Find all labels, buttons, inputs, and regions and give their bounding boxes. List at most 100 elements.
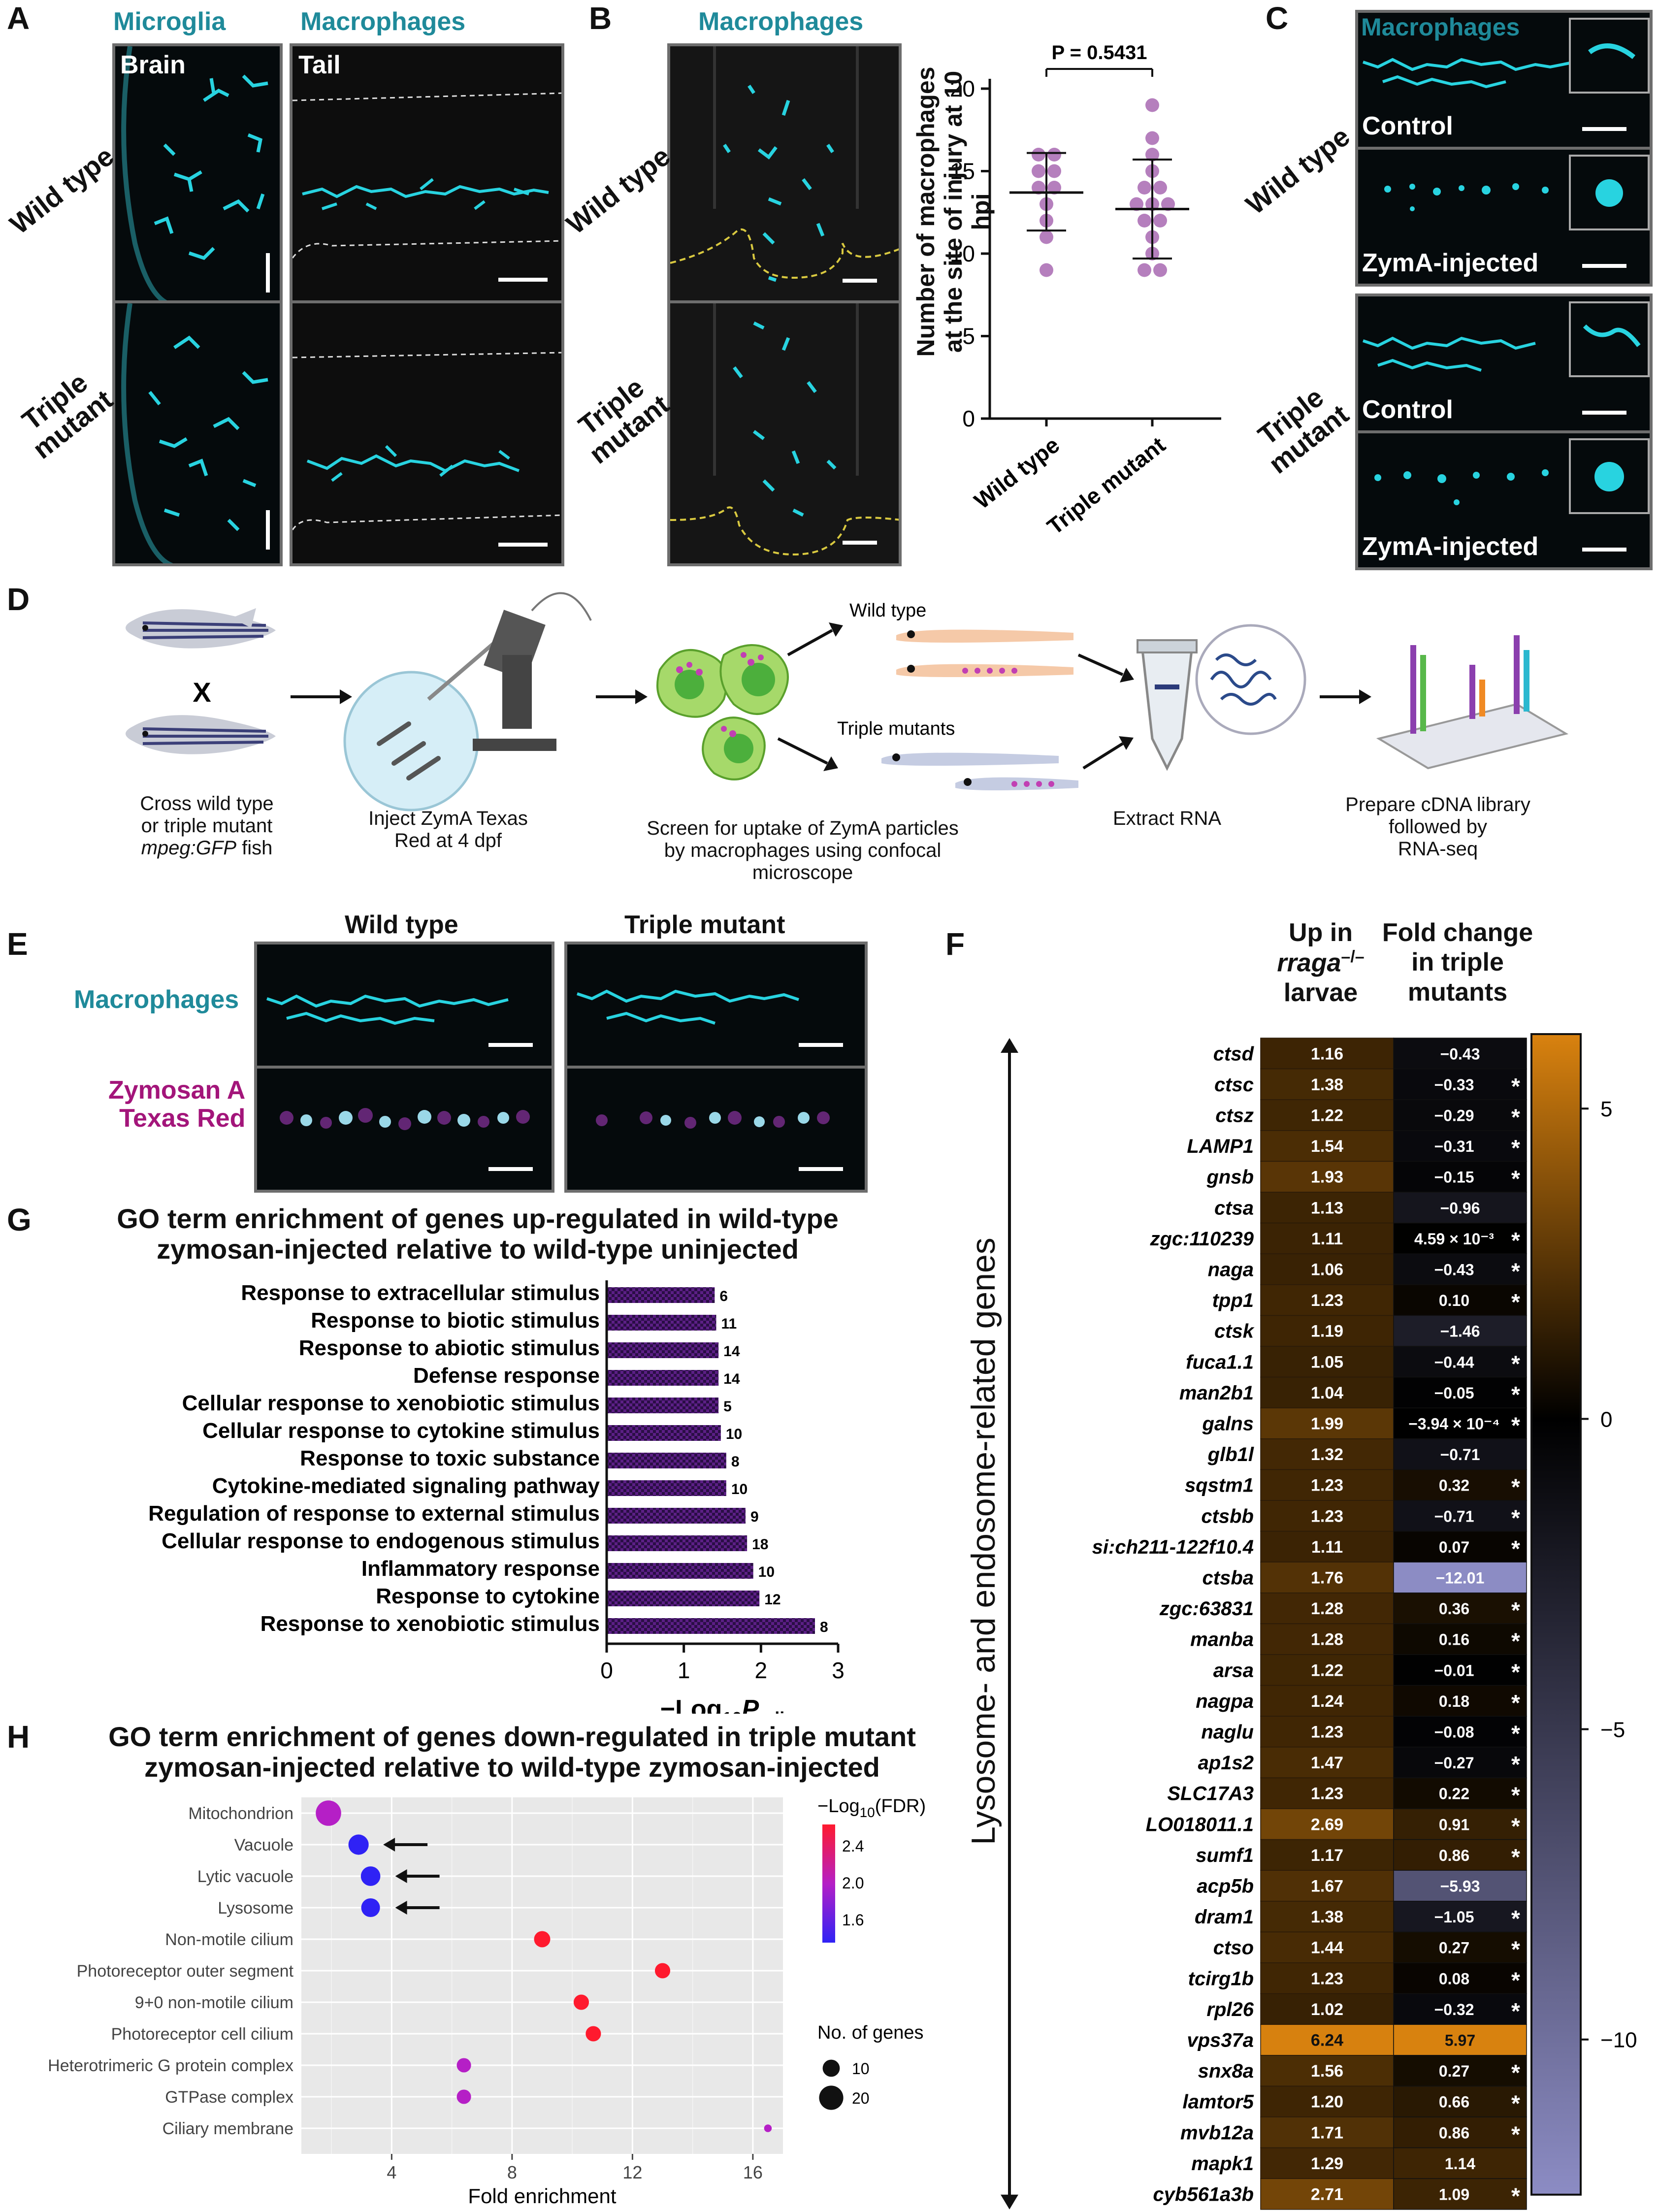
sequencing-chip-icon	[1376, 635, 1569, 770]
significance-star: *	[1511, 1659, 1520, 1685]
step1-caption: Cross wild type or triple mutant mpeg:GF…	[103, 793, 310, 859]
heatmap-cell-fc-label: 0.08	[1439, 1970, 1469, 1987]
heatmap-cell-fc-label: −0.44	[1434, 1353, 1474, 1371]
caption-line: Extract RNA	[1112, 808, 1222, 829]
bar-data-label: 11	[721, 1316, 737, 1332]
heatmap-gene-label: ctsa	[1214, 1197, 1254, 1219]
bar-category-label: Response to toxic substance	[300, 1446, 600, 1470]
heatmap-cell-fc-label: 0.27	[1439, 2062, 1469, 2080]
bar	[607, 1563, 753, 1579]
heatmap-cell-up	[1260, 1438, 1394, 1470]
bar-category-label: Defense response	[413, 1364, 600, 1388]
panel-b-row-tm: Triple mutant	[566, 367, 675, 469]
heatmap-gene-label: mapk1	[1191, 2153, 1254, 2175]
scale-bar	[266, 253, 270, 293]
heatmap-cell-fc-label: 1.14	[1445, 2155, 1475, 2173]
heatmap-cell-fc-label: 0.22	[1439, 1785, 1469, 1803]
y-category-label: GTPase complex	[165, 2088, 293, 2107]
data-point	[1153, 214, 1167, 228]
label-zyma-injected: ZymA-injected	[1362, 249, 1539, 277]
heatmap-cell-fc-label: 0.32	[1439, 1477, 1469, 1495]
x-axis-label: −Log10Padj	[660, 1695, 784, 1714]
heatmap-cell-up	[1260, 1376, 1394, 1408]
heatmap-cell-fc	[1393, 1685, 1527, 1717]
panel-g-title: GO term enrichment of genes up-regulated…	[49, 1204, 906, 1264]
data-point	[348, 1834, 369, 1855]
macrophage-cells	[1374, 438, 1650, 514]
heatmap-gene-label: tpp1	[1212, 1290, 1254, 1311]
panel-a-row-tm: Triple mutant	[10, 362, 118, 464]
heatmap-cell-up-label: 1.19	[1311, 1322, 1343, 1341]
caption-line: Cross wild type	[140, 793, 274, 814]
header-line: larvae	[1283, 978, 1358, 1007]
heatmap-cell-up-label: 1.24	[1311, 1692, 1343, 1711]
heatmap-cell-up-label: 1.23	[1311, 1476, 1343, 1495]
heatmap-cell-up	[1260, 1161, 1394, 1193]
heatmap-gene-label: nagpa	[1196, 1691, 1254, 1712]
heatmap-cell-fc	[1393, 1747, 1527, 1779]
heatmap-cell-up-label: 1.56	[1311, 2062, 1343, 2081]
larvae-mutant-icon	[881, 752, 1078, 790]
colorbar-tick-label: 0	[1600, 1407, 1612, 1431]
bar-data-label: 5	[723, 1399, 732, 1415]
x-tick-label: 12	[622, 2162, 642, 2182]
heatmap-gene-label: dram1	[1195, 1906, 1254, 1928]
panel-e-wt-macrophages	[254, 942, 554, 1069]
data-point	[1138, 263, 1151, 277]
significance-star: *	[1511, 1351, 1520, 1376]
bar-data-label: 9	[750, 1509, 759, 1525]
heatmap-gene-label: tcirg1b	[1188, 1968, 1254, 1989]
heatmap-gene-label: gnsb	[1206, 1167, 1254, 1188]
heatmap-cell-up-label: 1.23	[1311, 1723, 1343, 1742]
heatmap-cell-up-label: 1.99	[1311, 1415, 1343, 1433]
colorbar-tick-label: −10	[1600, 2028, 1637, 2052]
bar-category-label: Cytokine-mediated signaling pathway	[212, 1474, 600, 1498]
data-point	[1047, 181, 1061, 195]
scale-bar	[1582, 411, 1626, 415]
data-point	[1145, 148, 1159, 162]
heatmap-cell-fc-label: 0.86	[1439, 1847, 1469, 1864]
colorbar	[1530, 1033, 1582, 2196]
heatmap-cell-up	[1260, 1654, 1394, 1686]
y-tick-label: 5	[962, 324, 975, 349]
heatmap-cell-up-label: 1.23	[1311, 1291, 1343, 1310]
data-point	[360, 1866, 381, 1886]
panel-c-tm-zyma: ZymA-injected	[1355, 430, 1653, 570]
zymosan-particles	[596, 1111, 830, 1129]
heatmap-cell-fc-label: −3.94 × 10⁻⁴	[1408, 1415, 1500, 1433]
bar	[607, 1618, 815, 1634]
heatmap-cell-up-label: 1.28	[1311, 1630, 1343, 1649]
significance-star: *	[1511, 1752, 1520, 1777]
data-point	[1032, 164, 1045, 178]
heatmap-cell-fc	[1393, 2085, 1527, 2117]
significance-star: *	[1511, 1413, 1520, 1438]
bar-category-label: Response to biotic stimulus	[311, 1308, 600, 1333]
heatmap-gene-label: naga	[1208, 1259, 1254, 1281]
heatmap-cell-up	[1260, 1253, 1394, 1285]
tag-tail: Tail	[298, 51, 341, 79]
heatmap-cell-fc-label: −0.01	[1434, 1661, 1474, 1679]
data-point	[456, 2058, 471, 2073]
fin-injury-cells	[670, 46, 899, 282]
heatmap-cell-up-label: 1.04	[1311, 1384, 1343, 1402]
bar-data-label: 18	[752, 1536, 768, 1553]
heatmap-cell-up-label: 1.23	[1311, 1507, 1343, 1526]
arrow-icon	[291, 689, 352, 704]
bar	[607, 1398, 719, 1413]
heatmap-cell-up-label: 1.44	[1311, 1939, 1343, 1957]
y-tick-label: 20	[950, 76, 975, 101]
heatmap-cell-up-label: 1.76	[1311, 1569, 1343, 1588]
legend-color-tick: 1.6	[842, 1911, 864, 1929]
title-line: GO term enrichment of genes down-regulat…	[108, 1721, 916, 1752]
significance-star: *	[1511, 1505, 1520, 1530]
macrophage-cells	[577, 989, 799, 1025]
macrophage-cells	[1384, 155, 1650, 230]
x-label-psub: adj	[759, 1708, 784, 1714]
heatmap-cell-up-label: 1.54	[1311, 1137, 1343, 1156]
legend-color-bar	[822, 1824, 835, 1943]
x-tick-label: 3	[832, 1658, 845, 1683]
heatmap-cell-fc	[1393, 1623, 1527, 1655]
bar-data-label: 14	[723, 1371, 740, 1387]
heatmap-cell-fc-label: −0.27	[1434, 1754, 1474, 1772]
